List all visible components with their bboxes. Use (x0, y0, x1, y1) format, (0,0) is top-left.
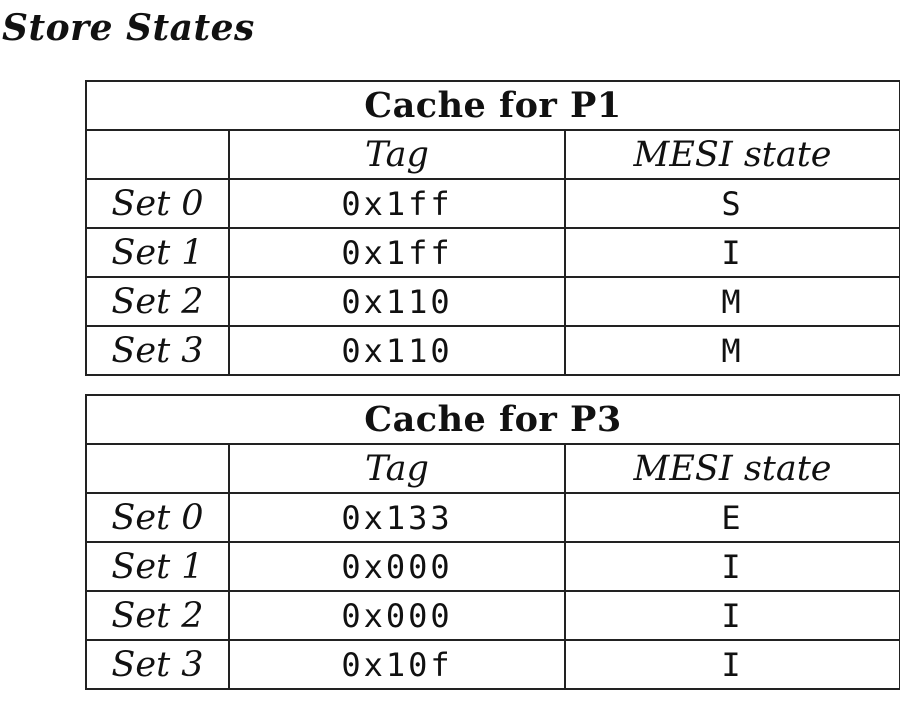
table-row: Set 3 0x110 M (85, 325, 900, 376)
mesi-state-value: I (564, 639, 900, 690)
tag-value: 0x000 (228, 541, 566, 592)
cache-p1-block: Cache for P1 Tag MESI state Set 0 0x1ff … (85, 80, 900, 376)
header-empty (85, 443, 230, 494)
cache-p3-table: Cache for P3 Tag MESI state Set 0 0x133 … (85, 394, 900, 690)
mesi-state-value: E (564, 492, 900, 543)
table-row: Set 0 0x133 E (85, 492, 900, 543)
header-tag: Tag (228, 129, 566, 180)
mesi-state-value: I (564, 541, 900, 592)
set-label: Set 1 (85, 227, 230, 278)
set-label: Set 0 (85, 178, 230, 229)
tag-value: 0x000 (228, 590, 566, 641)
mesi-state-value: S (564, 178, 900, 229)
set-label: Set 0 (85, 492, 230, 543)
cache-title: Cache for P3 (85, 394, 900, 445)
table-row: Set 1 0x1ff I (85, 227, 900, 278)
header-empty (85, 129, 230, 180)
tag-value: 0x1ff (228, 227, 566, 278)
tag-value: 0x10f (228, 639, 566, 690)
table-row: Set 3 0x10f I (85, 639, 900, 690)
set-label: Set 3 (85, 325, 230, 376)
mesi-state-value: M (564, 276, 900, 327)
table-row: Set 2 0x110 M (85, 276, 900, 327)
tag-value: 0x1ff (228, 178, 566, 229)
mesi-state-value: I (564, 590, 900, 641)
page-title: Store States (2, 7, 255, 49)
header-mesi-state: MESI state (564, 443, 900, 494)
header-tag: Tag (228, 443, 566, 494)
cache-p3-block: Cache for P3 Tag MESI state Set 0 0x133 … (85, 394, 900, 690)
tag-value: 0x110 (228, 276, 566, 327)
set-label: Set 2 (85, 590, 230, 641)
table-title-row: Cache for P3 (85, 394, 900, 445)
table-title-row: Cache for P1 (85, 80, 900, 131)
cache-title: Cache for P1 (85, 80, 900, 131)
table-row: Set 0 0x1ff S (85, 178, 900, 229)
table-header-row: Tag MESI state (85, 129, 900, 180)
set-label: Set 2 (85, 276, 230, 327)
tag-value: 0x110 (228, 325, 566, 376)
table-row: Set 1 0x000 I (85, 541, 900, 592)
header-mesi-state: MESI state (564, 129, 900, 180)
tag-value: 0x133 (228, 492, 566, 543)
mesi-state-value: M (564, 325, 900, 376)
table-header-row: Tag MESI state (85, 443, 900, 494)
mesi-state-value: I (564, 227, 900, 278)
set-label: Set 1 (85, 541, 230, 592)
set-label: Set 3 (85, 639, 230, 690)
cache-p1-table: Cache for P1 Tag MESI state Set 0 0x1ff … (85, 80, 900, 376)
table-row: Set 2 0x000 I (85, 590, 900, 641)
